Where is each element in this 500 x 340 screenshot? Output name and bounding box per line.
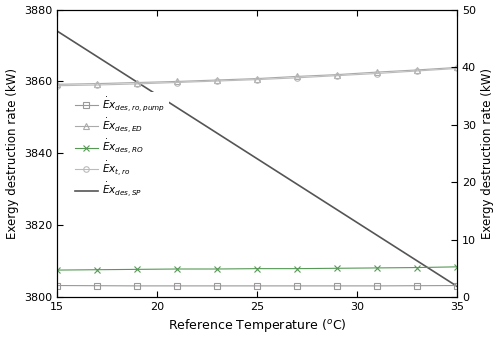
Y-axis label: Exergy destruction rate (kW): Exergy destruction rate (kW) (482, 68, 494, 239)
Y-axis label: Exergy destruction rate (kW): Exergy destruction rate (kW) (6, 68, 18, 239)
X-axis label: Reference Temperature ($^{o}$C): Reference Temperature ($^{o}$C) (168, 318, 346, 335)
Legend: $\dot{E}x_{des,ro,pump}$, $\dot{E}x_{des,ED}$, $\dot{E}x_{des,RO}$, $\dot{E}x_{t: $\dot{E}x_{des,ro,pump}$, $\dot{E}x_{des… (70, 92, 169, 203)
